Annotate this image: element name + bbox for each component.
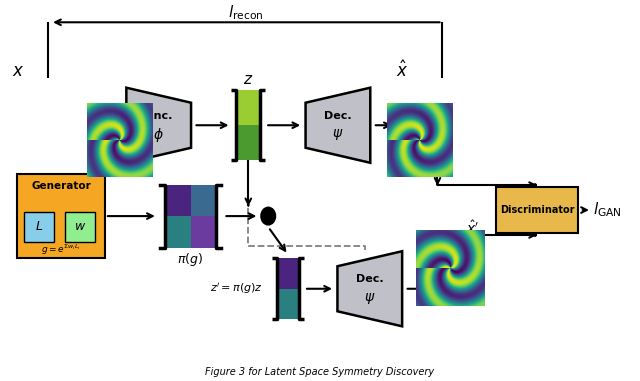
Text: $l_{\mathrm{GAN}}$: $l_{\mathrm{GAN}}$ — [593, 201, 622, 219]
Bar — [164, 185, 191, 216]
Text: Dec.: Dec. — [356, 274, 383, 284]
Text: Generator: Generator — [31, 181, 91, 191]
FancyArrowPatch shape — [268, 122, 298, 128]
FancyArrowPatch shape — [246, 199, 251, 205]
Text: $x$: $x$ — [12, 62, 24, 80]
Text: $\hat{x}'$: $\hat{x}'$ — [466, 219, 479, 237]
Text: $\hat{x}$: $\hat{x}$ — [396, 61, 409, 81]
FancyArrowPatch shape — [376, 122, 390, 128]
Bar — [277, 289, 299, 319]
Text: $g = e^{\Sigma w_i L_i}$: $g = e^{\Sigma w_i L_i}$ — [41, 243, 81, 257]
Text: $l_{\mathrm{recon}}$: $l_{\mathrm{recon}}$ — [228, 3, 263, 22]
Text: $\psi$: $\psi$ — [332, 127, 344, 142]
Bar — [191, 185, 216, 216]
FancyArrowPatch shape — [408, 286, 428, 291]
FancyBboxPatch shape — [17, 174, 105, 258]
FancyArrowPatch shape — [270, 229, 285, 251]
FancyBboxPatch shape — [496, 187, 578, 233]
FancyArrowPatch shape — [474, 235, 480, 242]
Bar — [236, 90, 260, 125]
FancyArrowPatch shape — [99, 122, 119, 128]
Text: $w$: $w$ — [74, 221, 86, 234]
Polygon shape — [126, 88, 191, 163]
Polygon shape — [305, 88, 371, 163]
Text: $z' = \pi(g)z$: $z' = \pi(g)z$ — [210, 281, 263, 296]
FancyArrowPatch shape — [55, 19, 440, 25]
Bar — [277, 258, 299, 289]
Text: Enc.: Enc. — [145, 110, 172, 120]
Text: $\pi(g)$: $\pi(g)$ — [177, 251, 204, 268]
FancyBboxPatch shape — [24, 213, 54, 242]
Polygon shape — [337, 251, 402, 326]
FancyArrowPatch shape — [529, 182, 535, 187]
FancyArrowPatch shape — [307, 286, 330, 291]
FancyArrowPatch shape — [196, 122, 227, 128]
FancyArrowPatch shape — [226, 213, 254, 219]
FancyArrowPatch shape — [108, 213, 152, 219]
Bar — [236, 125, 260, 160]
FancyBboxPatch shape — [65, 213, 95, 242]
Circle shape — [261, 208, 275, 224]
Text: $z$: $z$ — [243, 72, 253, 87]
Bar — [164, 216, 191, 248]
FancyArrowPatch shape — [529, 233, 535, 238]
Text: Dec.: Dec. — [324, 110, 352, 120]
Bar — [191, 216, 216, 248]
Text: $\psi$: $\psi$ — [364, 291, 376, 306]
FancyArrowPatch shape — [435, 178, 440, 185]
Text: $L$: $L$ — [35, 221, 44, 234]
Text: $\phi$: $\phi$ — [154, 126, 164, 144]
Text: Discriminator: Discriminator — [500, 205, 574, 215]
Text: Figure 3 for Latent Space Symmetry Discovery: Figure 3 for Latent Space Symmetry Disco… — [205, 367, 435, 377]
FancyArrowPatch shape — [581, 207, 587, 213]
